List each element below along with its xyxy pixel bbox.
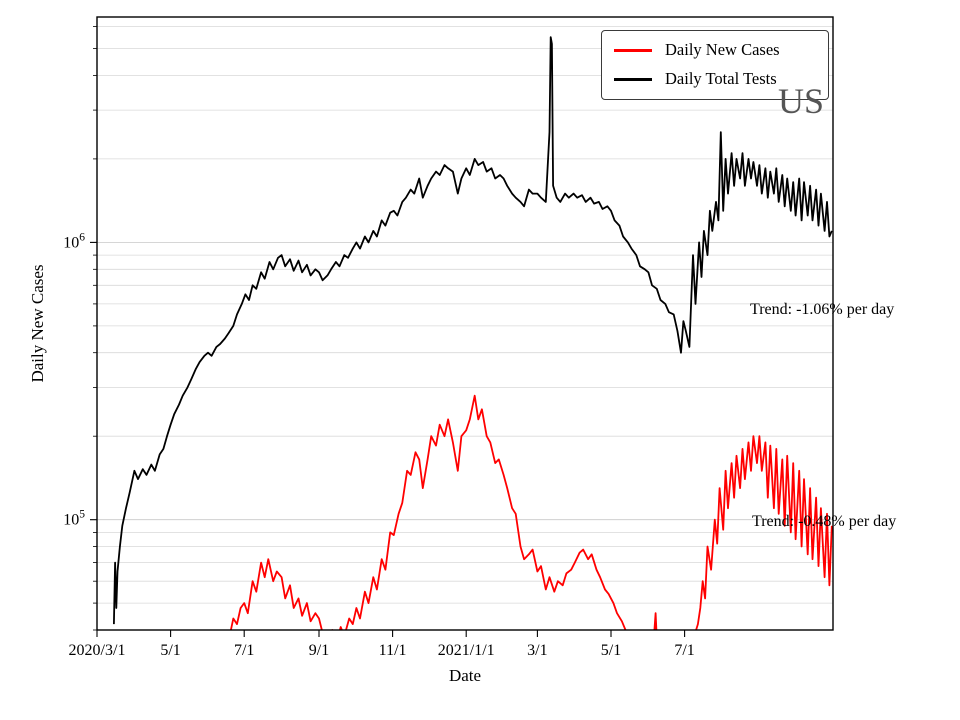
svg-text:11/1: 11/1 [379,642,407,659]
legend-line-swatch [614,77,652,81]
series-line-daily-new-cases [229,394,833,630]
svg-text:106: 106 [63,231,85,251]
plot-border [96,16,834,631]
svg-text:2021/1/1: 2021/1/1 [438,642,495,659]
svg-text:7/1: 7/1 [674,642,694,659]
y-axis-label: Daily New Cases [28,264,47,383]
svg-text:5/1: 5/1 [160,642,180,659]
country-label: US [778,81,825,121]
legend: Daily New Cases Daily Total Tests [601,30,829,100]
x-axis-label: Date [448,666,482,685]
legend-line-swatch [614,48,652,52]
svg-text:5/1: 5/1 [601,642,621,659]
trend-annotation-tests: Trend: -1.06% per day [750,301,895,318]
svg-text:105: 105 [63,509,85,529]
svg-text:2020/3/1: 2020/3/1 [69,642,126,659]
svg-text:7/1: 7/1 [234,642,254,659]
legend-item-label: Daily Total Tests [665,68,777,88]
svg-text:3/1: 3/1 [527,642,547,659]
legend-item: Daily Total Tests [614,68,816,89]
legend-item: Daily New Cases [614,40,816,60]
svg-text:9/1: 9/1 [309,642,329,659]
trend-annotation-cases: Trend: -0.48% per day [752,513,897,530]
legend-item-label: Daily New Cases [665,40,780,59]
series-line-daily-total-tests [113,36,833,625]
